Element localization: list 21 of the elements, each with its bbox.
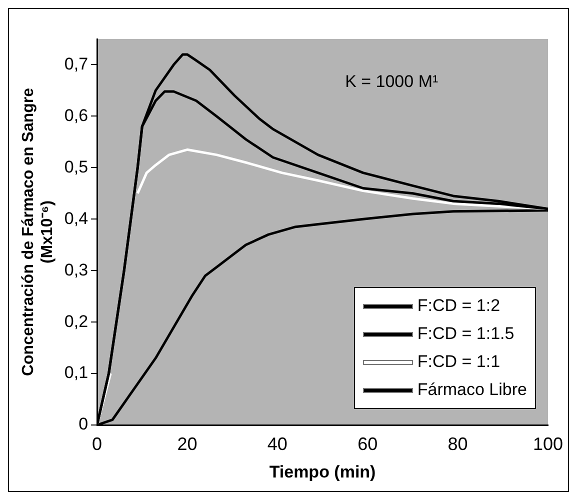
annotation: K = 1000 M¹ <box>345 72 438 91</box>
y-tick-label: 0,2 <box>64 312 88 331</box>
x-tick-label: 0 <box>92 434 102 454</box>
y-tick-label: 0,5 <box>64 157 88 176</box>
x-axis-title: Tiempo (min) <box>269 462 376 482</box>
x-tick-label: 60 <box>358 434 378 454</box>
x-tick-label: 100 <box>532 434 564 454</box>
y-tick-label: 0,4 <box>64 208 88 228</box>
y-tick-label: 0,6 <box>64 106 88 125</box>
legend-label: F:CD = 1:1 <box>417 352 500 372</box>
y-axis-title: Concentración de Fármaco en Sangre (Mx10⁻⁶) <box>20 88 56 376</box>
y-tick-label: 0,3 <box>64 260 88 280</box>
x-tick-label: 20 <box>177 434 198 454</box>
y-tick-label: 0 <box>78 414 88 434</box>
x-tick-label: 40 <box>267 434 288 454</box>
x-tick-label: 80 <box>448 434 468 454</box>
legend-label: Fármaco Libre <box>417 380 527 400</box>
legend-label: F:CD = 1:2 <box>417 296 500 316</box>
y-tick-label: 0,1 <box>64 363 88 382</box>
legend-label: F:CD = 1:1.5 <box>417 324 514 344</box>
y-tick-label: 0,7 <box>64 54 88 74</box>
